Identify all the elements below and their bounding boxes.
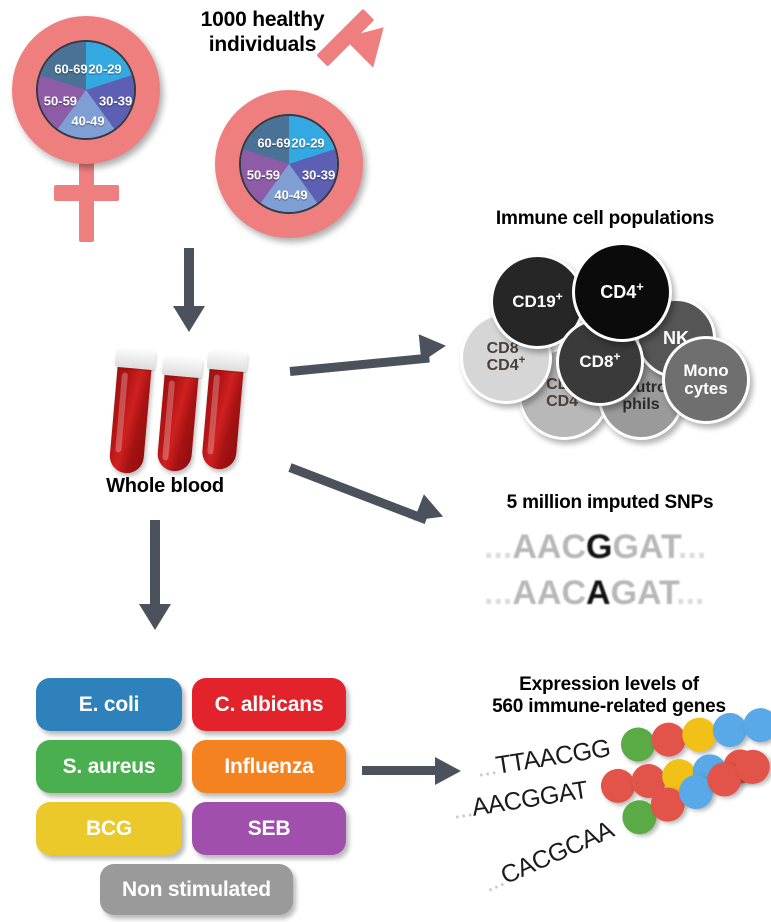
stimulation-button-label: E. coli: [78, 692, 140, 716]
snp-left-bases: AAC: [512, 574, 587, 612]
snp-variant-base: A: [586, 574, 611, 612]
whole-blood-label: Whole blood: [106, 475, 224, 497]
blood-tube-gloss: [115, 372, 129, 453]
stimulation-conditions: E. coli C. albicans S. aureus Influenza BCG S…: [36, 678, 346, 915]
stimulation-button-s-aureus[interactable]: S. aureus: [36, 740, 182, 793]
stimulation-button-label: Non stimulated: [122, 877, 271, 901]
arrow-stimulations-to-expression-head: [435, 757, 461, 785]
arrow-blood-to-snps-head: [413, 494, 449, 530]
snp-variant-base: G: [586, 528, 613, 566]
female-age-pie-chart: 20-2930-3940-4950-5960-69: [36, 40, 136, 140]
immune-cell-label: CD19+: [512, 289, 563, 311]
female-symbol-cross: [54, 185, 119, 201]
stimulation-button-non-stimulated[interactable]: Non stimulated: [100, 864, 293, 915]
immune-cell-label: CD4+: [600, 278, 644, 302]
stimulation-button-label: Influenza: [224, 754, 314, 778]
expression-strand-sequence: ...TTAACGG: [474, 734, 613, 783]
snp-sequence-row: ...AACGGAT...: [484, 528, 706, 567]
snp-sequences: ...AACGGAT... ...AACAGAT...: [484, 528, 754, 618]
snp-left-bases: AAC: [512, 528, 587, 566]
blood-tube-neck: [114, 347, 157, 371]
expression-strand-sequence: ...CACGCAA: [478, 815, 618, 898]
immune-cell-label: CD8+CD4+: [486, 338, 526, 374]
stimulation-button-label: BCG: [85, 816, 133, 840]
immune-cell-title: Immune cell populations: [495, 208, 715, 229]
strand-dots: ...: [474, 752, 499, 783]
immune-cell-label: CD8+: [579, 349, 621, 372]
blood-tube-gloss: [207, 374, 221, 455]
snp-suffix-dots: ...: [677, 528, 707, 566]
arrow-blood-to-immune-head: [418, 331, 448, 363]
expression-title: Expression levels of 560 immune-related …: [450, 674, 768, 719]
arrow-cohort-to-blood-shaft: [184, 248, 194, 310]
male-age-pie-chart: 20-2930-3940-4950-5960-69: [239, 114, 339, 214]
pie-slice-60-69: [241, 116, 337, 212]
arrow-cohort-to-blood-head: [173, 306, 205, 332]
stimulation-button-label: SEB: [247, 816, 291, 840]
blood-tube-body: [156, 370, 199, 473]
expression-title-line2: 560 immune-related genes: [492, 696, 726, 718]
snp-prefix-dots: ...: [484, 528, 513, 566]
cohort-title: 1000 healthy individuals: [160, 8, 365, 58]
arrow-blood-to-immune-shaft: [289, 353, 430, 376]
arrow-blood-to-stimulations-shaft: [150, 520, 160, 610]
blood-tube-gloss: [162, 380, 176, 461]
blood-tube-body: [200, 364, 244, 471]
snp-right-bases: GAT: [612, 528, 678, 566]
arrow-blood-to-snps-shaft: [288, 463, 428, 525]
expression-title-line1: Expression levels of: [519, 674, 699, 695]
stimulation-button-e-coli[interactable]: E. coli: [36, 678, 182, 731]
strand-dots: ...: [450, 794, 475, 825]
stimulation-button-seb[interactable]: SEB: [192, 802, 346, 855]
stimulation-button-influenza[interactable]: Influenza: [192, 740, 346, 793]
arrow-blood-to-stimulations-head: [139, 604, 171, 630]
blood-tube-neck: [206, 349, 249, 373]
snp-right-bases: GAT: [610, 574, 677, 612]
pie-slice-label-60-69: 60-69: [54, 61, 88, 77]
immune-cell-label: Mono cytes: [683, 361, 729, 398]
stimulation-button-c-albicans[interactable]: C. albicans: [192, 678, 346, 731]
strand-dots: ...: [478, 864, 508, 898]
stimulation-button-label: S. aureus: [62, 754, 156, 778]
expression-strand-sequence: ...AACGGAT: [450, 775, 590, 825]
expression-strands: ...TTAACGG ...AACGGAT ...CACGCAA: [451, 705, 771, 915]
immune-cell-monocytes: Mono cytes: [662, 336, 750, 424]
stimulation-button-bcg[interactable]: BCG: [36, 802, 182, 855]
immune-cell-cd4: CD4+: [572, 242, 672, 342]
snp-suffix-dots: ...: [676, 574, 705, 612]
snp-prefix-dots: ...: [484, 574, 513, 612]
stimulation-button-label: C. albicans: [214, 692, 324, 716]
cohort-title-line2: individuals: [208, 32, 317, 56]
cohort-title-line1: 1000 healthy: [200, 8, 325, 31]
blood-tube-body: [108, 362, 152, 475]
arrow-stimulations-to-expression-shaft: [362, 766, 438, 775]
female-symbol-stem: [79, 160, 94, 242]
pie-slice-60-69: [38, 42, 134, 138]
pie-slice-label-60-69: 60-69: [257, 135, 291, 151]
snp-sequence-row: ...AACAGAT...: [484, 574, 704, 613]
immune-cell-cluster: CD19+CD4+CD8+CD4+CD8+NKCD8-CD4-Neutrophi…: [460, 240, 762, 440]
blood-tube-neck: [161, 355, 204, 379]
snps-title: 5 million imputed SNPs: [506, 492, 714, 513]
